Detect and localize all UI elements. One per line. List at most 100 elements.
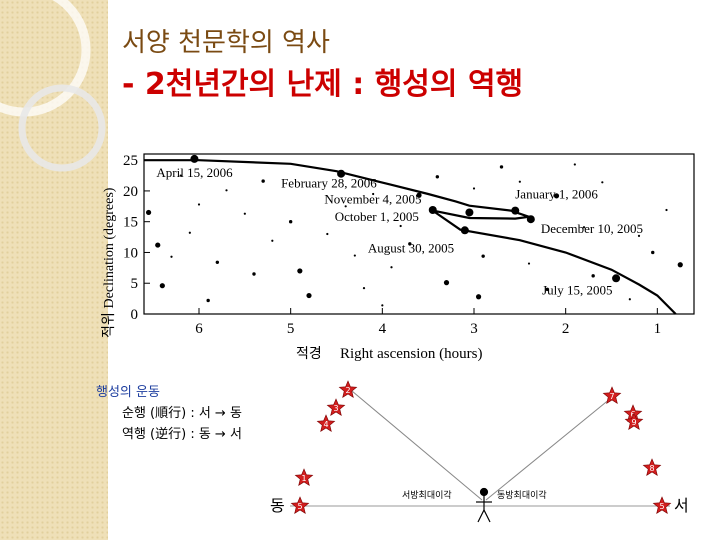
date-label: August 30, 2005 (368, 240, 454, 255)
x-axis-label: Right ascension (hours) (340, 346, 482, 362)
background-star (553, 193, 560, 199)
background-star (443, 280, 450, 286)
dated-position-point (460, 226, 469, 235)
dated-position-point (337, 169, 346, 178)
right-position-marker (642, 458, 662, 476)
left-marker-number: 5 (297, 502, 302, 511)
background-star (188, 231, 191, 234)
y-tick-label: 10 (123, 245, 138, 261)
background-star (677, 262, 683, 268)
right-marker-number: 5 (659, 502, 664, 511)
background-star (344, 205, 347, 208)
background-star (416, 192, 422, 198)
background-star (159, 283, 165, 289)
left-position-marker (338, 380, 358, 398)
motion-legend: 행성의 운동 순행 (順行) : 서 → 동 역행 (逆行) : 동 → 서 (96, 382, 242, 445)
dated-position-point (511, 206, 520, 215)
dated-position-point (526, 215, 535, 224)
background-star (306, 292, 312, 299)
plot-frame (143, 153, 695, 315)
background-star (408, 242, 412, 246)
background-star (326, 232, 329, 236)
date-label: January 1, 2006 (515, 187, 598, 202)
right-marker-number: 6 (630, 410, 635, 419)
date-label: October 1, 2005 (335, 209, 419, 224)
background-star (435, 175, 440, 179)
background-star (475, 294, 482, 300)
right-marker-number: 9 (631, 418, 636, 427)
background-star (527, 262, 531, 265)
x-axis-label-ko: 적경 (296, 346, 322, 362)
x-tick-label: 6 (195, 321, 203, 337)
y-tick-label: 5 (131, 276, 139, 292)
west-elongation-caption: 서방최대이각 (402, 489, 452, 501)
date-label: February 28, 2006 (281, 176, 377, 191)
right-position-marker (624, 412, 644, 430)
right-position-marker (602, 386, 622, 404)
left-position-marker (326, 398, 346, 416)
background-star (170, 255, 173, 258)
elongation-diagram: 서방최대이각 동방최대이각 동 서 432 1 5 7 69 8 5 (270, 380, 689, 523)
dated-position-point (612, 274, 621, 283)
background-star (582, 226, 586, 229)
background-star (573, 163, 576, 166)
background-star (399, 224, 402, 228)
slide-subtitle: - 2천년간의 난제 : 행성의 역행 (122, 67, 524, 102)
background-star (252, 272, 256, 276)
left-position-marker (290, 496, 310, 514)
y-tick-label: 15 (123, 215, 138, 231)
motion-heading: 행성의 운동 (96, 385, 160, 400)
y-axis-label-ko: 적위 (101, 312, 117, 338)
background-star (145, 209, 152, 216)
background-star (261, 179, 265, 183)
date-label: April 15, 2006 (156, 165, 233, 180)
observer-figure (476, 487, 492, 523)
dated-position-point (465, 208, 474, 217)
background-star (362, 287, 366, 290)
background-star (591, 274, 595, 278)
background-star (288, 219, 293, 224)
mars-retrograde-chart: April 15, 2006 February 28, 2006 January 1… (101, 153, 695, 362)
date-label: July 15, 2005 (542, 282, 612, 297)
date-label: November 4, 2005 (324, 191, 421, 206)
retrograde-line: 역행 (逆行) : 동 → 서 (122, 427, 242, 442)
background-star (518, 180, 521, 183)
background-star (499, 165, 504, 169)
x-tick-label: 2 (562, 321, 570, 337)
left-marker-number: 2 (345, 386, 350, 395)
background-star (390, 266, 393, 269)
x-tick-label: 1 (654, 321, 662, 337)
background-star (472, 187, 476, 190)
background-star (665, 208, 668, 212)
y-tick-label: 0 (131, 307, 139, 323)
left-marker-number: 1 (301, 474, 306, 483)
background-star (637, 234, 641, 237)
y-axis-label: Declination (degrees) (102, 187, 117, 308)
background-star (353, 254, 356, 257)
background-star (481, 254, 485, 258)
sight-line-west (345, 385, 483, 501)
west-direction-label: 서 (674, 496, 689, 515)
background-star (271, 239, 274, 242)
background-star (372, 192, 375, 196)
y-tick-label: 20 (123, 184, 138, 200)
background-star (243, 212, 246, 215)
background-star (297, 268, 303, 274)
x-tick-label: 3 (470, 321, 478, 337)
dated-position-point (190, 154, 199, 163)
x-tick-label: 5 (287, 321, 295, 337)
y-tick-label: 25 (123, 153, 138, 169)
background-star (179, 174, 182, 177)
prograde-line: 순행 (順行) : 서 → 동 (122, 406, 242, 421)
east-elongation-caption: 동방최대이각 (497, 489, 547, 501)
sight-line-east (485, 393, 617, 501)
slide-title: 서양 천문학의 역사 (122, 28, 330, 58)
left-position-marker (316, 414, 336, 432)
background-star (215, 260, 220, 265)
right-position-marker (652, 496, 672, 514)
background-star (381, 304, 384, 307)
background-star (545, 287, 550, 292)
background-star (628, 298, 631, 301)
right-marker-number: 7 (609, 392, 614, 401)
background-star (651, 250, 655, 255)
